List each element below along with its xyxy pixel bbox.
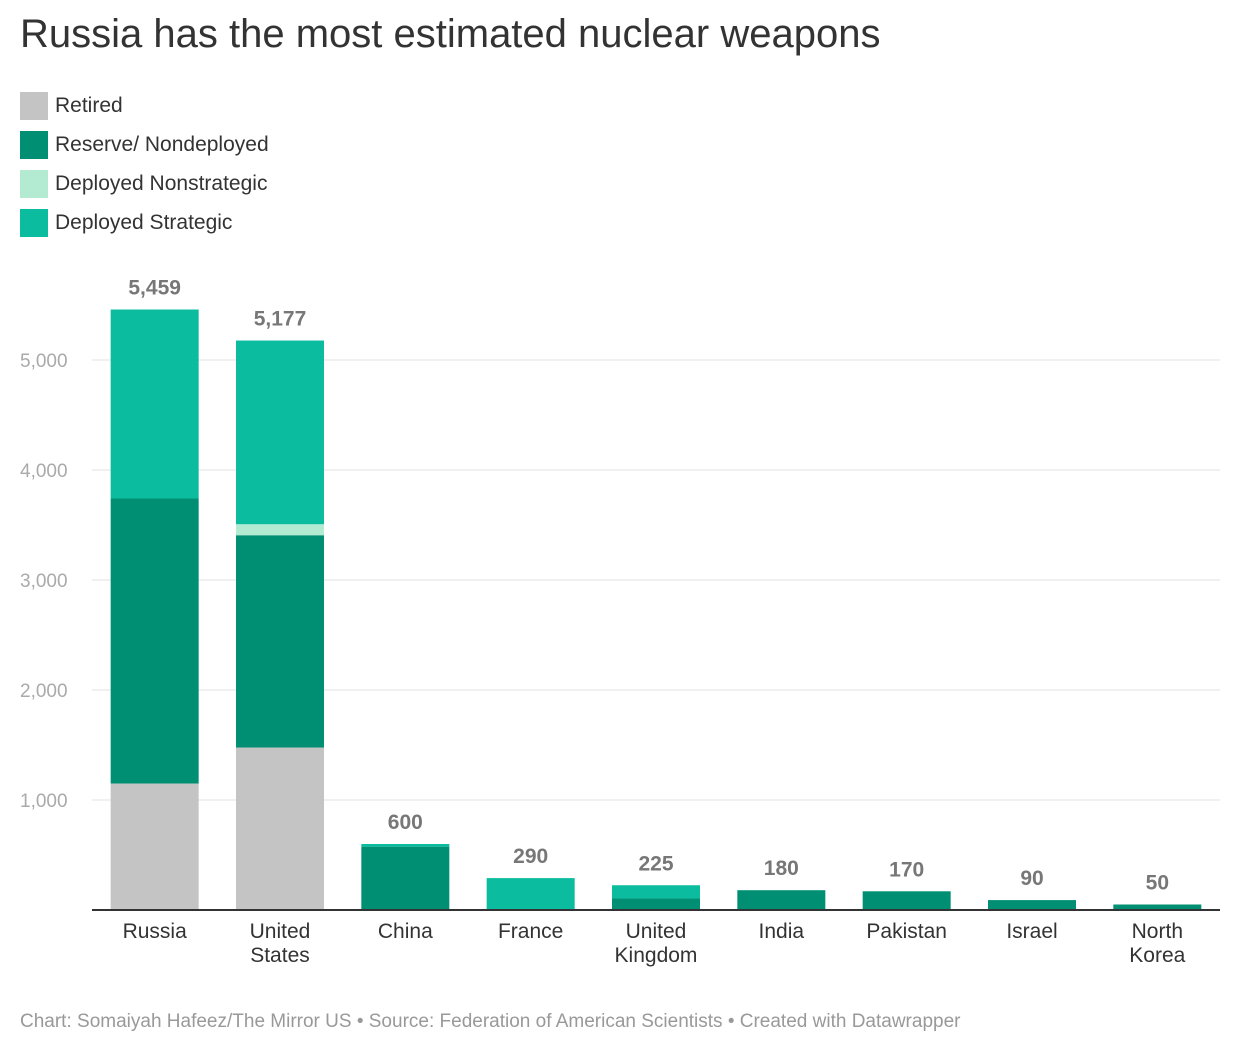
x-tick-label: Kingdom (615, 944, 698, 967)
bar-segment (988, 900, 1076, 910)
bar-total-label: 180 (764, 857, 799, 880)
legend-swatch (20, 208, 48, 237)
legend-label: Reserve/ Nondeployed (55, 132, 269, 156)
bar-total-label: 225 (638, 852, 673, 875)
y-tick-label: 1,000 (20, 791, 68, 812)
bar-total-label: 170 (889, 858, 924, 881)
bar-total-label: 290 (513, 845, 548, 868)
x-tick-label: Israel (1006, 920, 1057, 943)
x-tick-label: Korea (1129, 944, 1185, 967)
bar-segment (236, 535, 324, 748)
bar-segment (612, 885, 700, 899)
bar-total-label: 5,177 (254, 308, 307, 331)
bar-segment (361, 846, 450, 910)
chart-title: Russia has the most estimated nuclear we… (20, 12, 881, 56)
legend-swatch (20, 169, 48, 198)
legend-item: Deployed Nonstrategic (20, 164, 269, 203)
x-tick-label: India (759, 920, 805, 943)
x-tick-label: United (250, 920, 311, 943)
bar-total-label: 90 (1020, 867, 1043, 890)
footer-credit: Chart: Somaiyah Hafeez/The Mirror US • S… (20, 1011, 961, 1032)
bar-segment (236, 747, 324, 910)
y-tick-label: 4,000 (20, 461, 68, 482)
bar-segment (862, 891, 951, 910)
x-tick-label: China (378, 920, 433, 943)
x-tick-label: France (498, 920, 563, 943)
bar-total-label: 5,459 (128, 277, 181, 300)
bar-segment (612, 898, 700, 910)
legend-label: Deployed Nonstrategic (55, 171, 268, 195)
legend-item: Retired (20, 86, 269, 125)
bar-segment (110, 783, 199, 910)
x-tick-label: United (626, 920, 687, 943)
bar-segment (236, 524, 324, 536)
bar-segment (361, 844, 450, 847)
legend: Retired Reserve/ Nondeployed Deployed Nons… (20, 86, 269, 242)
bar-segment (110, 498, 199, 784)
x-tick-label: North (1132, 920, 1183, 943)
legend-label: Retired (55, 93, 123, 117)
y-tick-label: 3,000 (20, 571, 68, 592)
legend-swatch (20, 91, 48, 120)
x-tick-label: Russia (123, 920, 188, 943)
x-tick-label: States (250, 944, 310, 967)
bar-total-label: 600 (388, 811, 423, 834)
legend-swatch (20, 130, 48, 159)
y-tick-label: 2,000 (20, 681, 68, 702)
legend-item: Deployed Strategic (20, 203, 269, 242)
x-tick-label: Pakistan (866, 920, 947, 943)
bar-segment (486, 878, 575, 910)
bar-segment (1113, 904, 1202, 910)
bar-segment (110, 309, 199, 499)
y-tick-label: 5,000 (20, 351, 68, 372)
bar-segment (236, 340, 324, 525)
legend-label: Deployed Strategic (55, 210, 233, 234)
legend-item: Reserve/ Nondeployed (20, 125, 269, 164)
bar-segment (737, 890, 826, 910)
bar-total-label: 50 (1146, 872, 1169, 895)
